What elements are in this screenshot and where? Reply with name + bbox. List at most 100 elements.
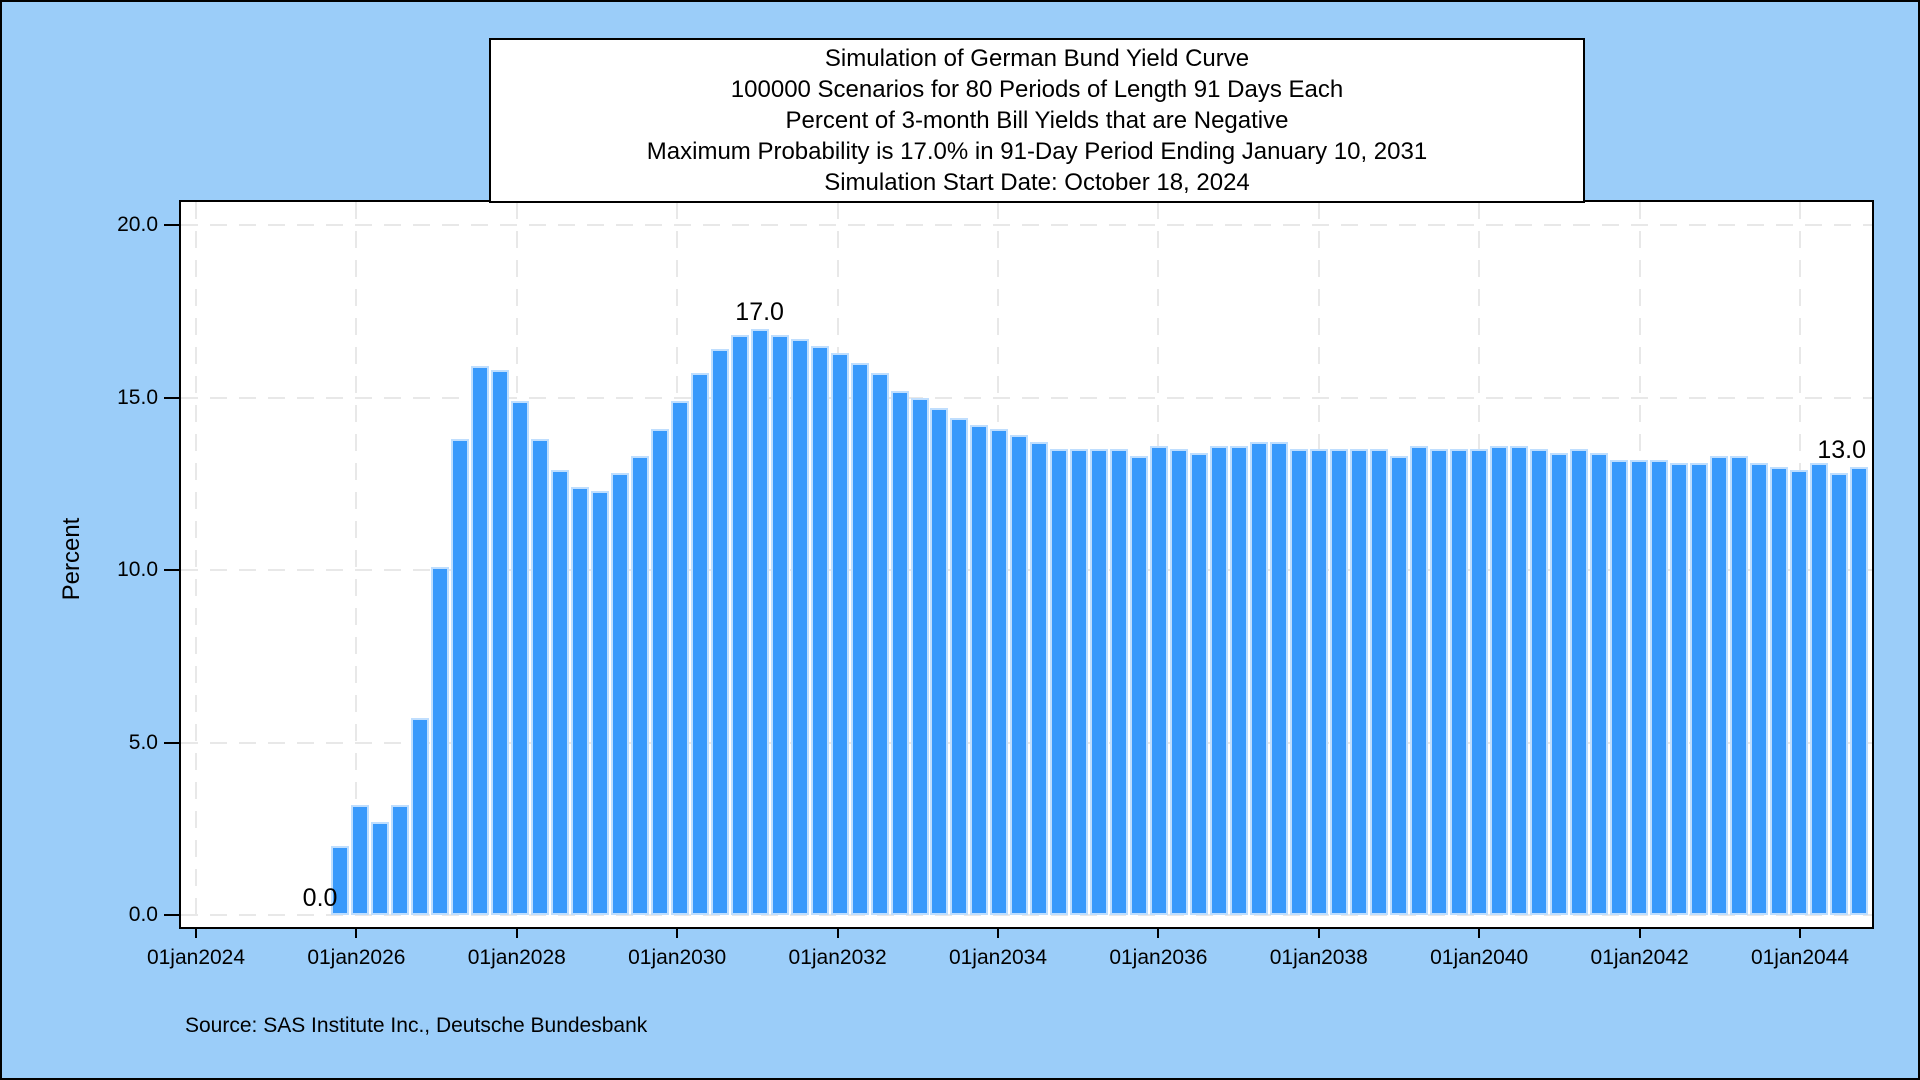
x-tick [1157, 929, 1160, 938]
x-tick-label: 01jan2042 [1590, 946, 1689, 969]
bar [1430, 449, 1449, 915]
bar [1749, 463, 1768, 915]
bar [1030, 442, 1049, 915]
x-tick-label: 01jan2032 [788, 946, 887, 969]
bar [810, 345, 829, 915]
y-gridline [181, 914, 1872, 916]
bar [610, 473, 629, 915]
y-tick [164, 569, 179, 571]
bar [790, 338, 809, 915]
bar [530, 438, 549, 915]
title-line-4: Maximum Probability is 17.0% in 91-Day P… [646, 138, 1428, 165]
bar [1489, 445, 1508, 915]
bar [1449, 449, 1468, 915]
bar [1849, 466, 1868, 915]
bar [450, 438, 469, 915]
bar [690, 373, 709, 915]
y-gridline [181, 396, 1872, 399]
x-tick-label: 01jan2040 [1430, 946, 1529, 969]
bar-value-label: 17.0 [735, 297, 784, 326]
x-tick-label: 01jan2030 [628, 946, 727, 969]
bar [570, 487, 589, 915]
bar [1569, 449, 1588, 915]
bar [1130, 456, 1149, 915]
bar [670, 400, 689, 915]
bar [510, 400, 529, 915]
bar [950, 418, 969, 915]
bar [331, 846, 350, 915]
x-tick [1638, 929, 1641, 938]
bar [1370, 449, 1389, 915]
bar [930, 407, 949, 915]
bar [990, 428, 1009, 915]
bar [850, 363, 869, 915]
x-tick-label: 01jan2036 [1109, 946, 1208, 969]
bar [970, 425, 989, 915]
bar [1649, 459, 1668, 915]
x-gridline [355, 202, 358, 927]
x-tick-label: 01jan2024 [146, 946, 246, 969]
bar [490, 369, 509, 915]
bar [1669, 463, 1688, 915]
title-line-1: Simulation of German Bund Yield Curve [824, 45, 1250, 72]
x-tick [997, 929, 999, 938]
plot-area: 0.0 17.0 13.0 [179, 200, 1874, 929]
bar [870, 373, 889, 915]
bar [910, 397, 929, 915]
bar [1789, 469, 1808, 915]
bar [1469, 449, 1488, 915]
x-tick-label: 01jan2026 [307, 946, 406, 969]
bar [1410, 445, 1429, 915]
bar [430, 566, 449, 915]
y-tick [164, 224, 179, 226]
bar [1350, 449, 1369, 915]
title-box: Simulation of German Bund Yield Curve 10… [489, 38, 1585, 203]
bar [650, 428, 669, 915]
x-tick [836, 929, 839, 938]
bar [1589, 452, 1608, 915]
x-tick [515, 929, 518, 938]
x-tick-label: 01jan2038 [1269, 946, 1368, 969]
bar [730, 335, 749, 915]
bar [1050, 449, 1069, 915]
bar [630, 456, 649, 915]
bar [1509, 445, 1528, 915]
y-gridline [181, 224, 1872, 226]
y-tick-label: 5.0 [128, 730, 158, 754]
bar [590, 490, 609, 915]
y-tick-label: 0.0 [128, 903, 158, 926]
title-line-3: Percent of 3-month Bill Yields that are … [785, 107, 1289, 134]
x-tick [355, 929, 358, 938]
bar [1809, 463, 1828, 915]
bar [371, 821, 389, 915]
bar [470, 366, 489, 915]
bar [1230, 445, 1249, 915]
bar-value-label: 13.0 [1817, 435, 1866, 464]
bar [1689, 463, 1708, 915]
x-tick-label: 01jan2044 [1750, 946, 1850, 969]
x-tick [676, 929, 679, 938]
y-tick [164, 741, 179, 744]
bar [1609, 459, 1628, 915]
title-line-5: Simulation Start Date: October 18, 2024 [824, 169, 1250, 196]
y-tick-label: 10.0 [117, 558, 158, 581]
x-tick [195, 929, 197, 938]
bar [1290, 449, 1309, 915]
bar [1709, 456, 1728, 915]
y-tick [164, 396, 179, 399]
bar-value-label: 0.0 [302, 884, 338, 912]
bar [1549, 452, 1568, 915]
bar [1150, 445, 1169, 915]
x-tick [1799, 929, 1801, 938]
bar [1170, 449, 1189, 915]
bar [1629, 459, 1648, 915]
x-gridline [195, 202, 197, 927]
bar [770, 335, 789, 915]
y-tick [164, 914, 179, 916]
bar [1110, 449, 1129, 915]
bar [1090, 449, 1109, 915]
bar [1010, 435, 1029, 915]
bar [710, 349, 729, 915]
bar [1210, 445, 1229, 915]
